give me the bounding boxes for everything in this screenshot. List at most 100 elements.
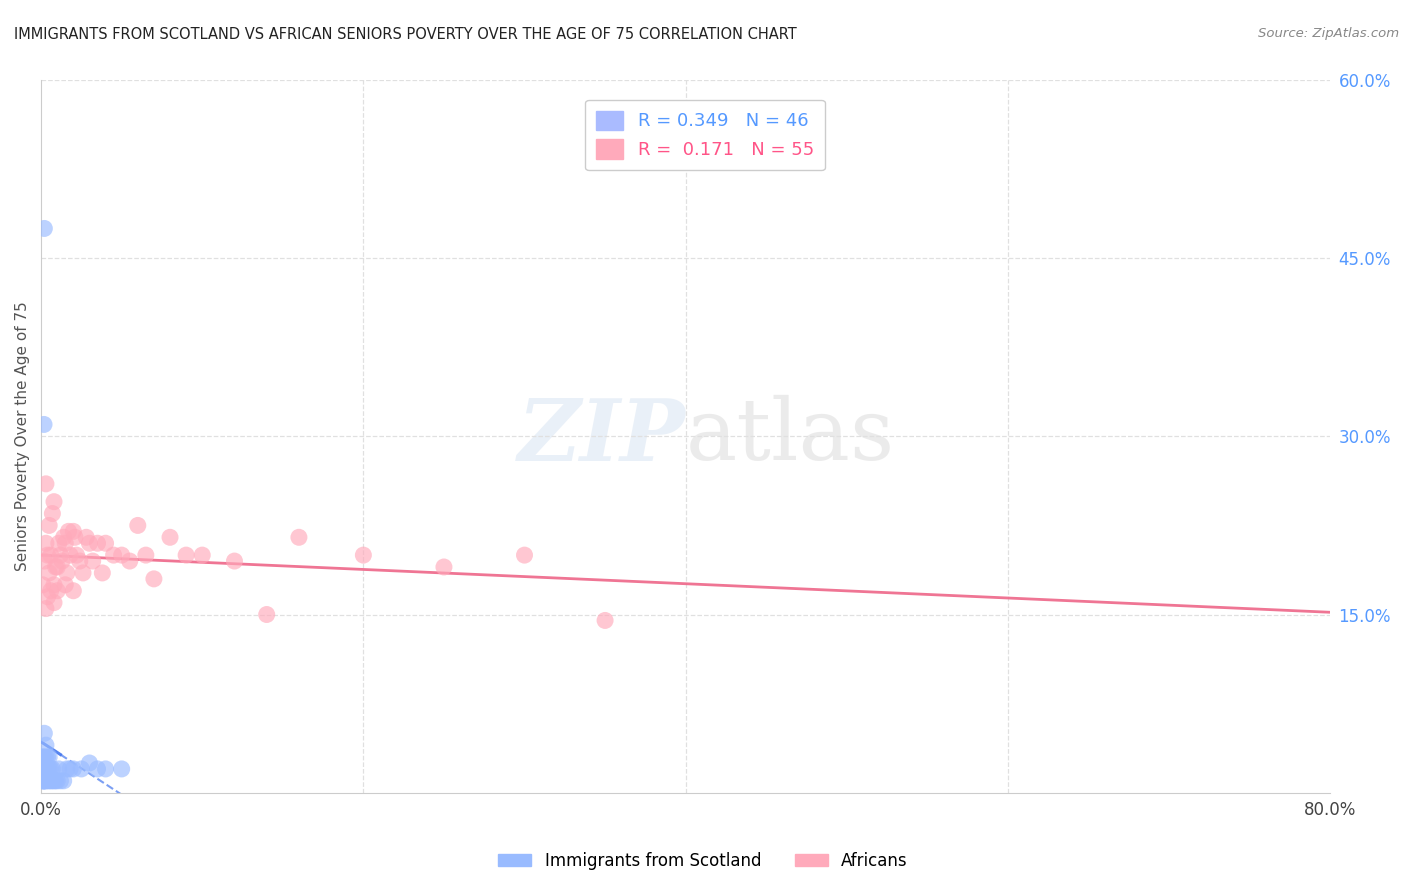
Point — [49, 773, 72, 788]
Point — [159, 530, 181, 544]
Point — [38, 750, 60, 764]
Point — [65, 548, 87, 562]
Point — [135, 548, 157, 562]
Point — [38, 566, 60, 580]
Point — [34, 750, 56, 764]
Text: atlas: atlas — [686, 395, 894, 478]
Text: IMMIGRANTS FROM SCOTLAND VS AFRICAN SENIORS POVERTY OVER THE AGE OF 75 CORRELATI: IMMIGRANTS FROM SCOTLAND VS AFRICAN SENI… — [14, 27, 797, 42]
Point — [37, 773, 59, 788]
Point — [103, 548, 125, 562]
Point — [32, 773, 55, 788]
Legend: Immigrants from Scotland, Africans: Immigrants from Scotland, Africans — [492, 846, 914, 877]
Point — [59, 548, 82, 562]
Point — [31, 750, 53, 764]
Point — [35, 476, 58, 491]
Point — [37, 590, 59, 604]
Point — [69, 554, 91, 568]
Point — [51, 554, 73, 568]
Point — [31, 750, 53, 764]
Point — [37, 548, 59, 562]
Point — [593, 614, 616, 628]
Point — [111, 762, 134, 776]
Point — [34, 762, 56, 776]
Point — [56, 762, 79, 776]
Point — [31, 762, 53, 776]
Point — [37, 762, 59, 776]
Point — [39, 773, 62, 788]
Point — [32, 417, 55, 432]
Point — [352, 548, 374, 562]
Point — [49, 548, 72, 562]
Point — [94, 762, 117, 776]
Point — [48, 536, 70, 550]
Point — [39, 762, 62, 776]
Y-axis label: Seniors Poverty Over the Age of 75: Seniors Poverty Over the Age of 75 — [15, 301, 30, 571]
Point — [56, 566, 79, 580]
Point — [39, 583, 62, 598]
Point — [32, 773, 55, 788]
Point — [127, 518, 149, 533]
Legend: R = 0.349   N = 46, R =  0.171   N = 55: R = 0.349 N = 46, R = 0.171 N = 55 — [585, 100, 825, 170]
Point — [35, 536, 58, 550]
Point — [82, 554, 104, 568]
Point — [34, 221, 56, 235]
Point — [91, 566, 114, 580]
Point — [34, 773, 56, 788]
Point — [48, 762, 70, 776]
Point — [42, 596, 65, 610]
Point — [79, 536, 101, 550]
Point — [39, 548, 62, 562]
Point — [37, 750, 59, 764]
Point — [31, 578, 53, 592]
Point — [34, 554, 56, 568]
Point — [38, 518, 60, 533]
Point — [35, 750, 58, 764]
Point — [45, 560, 67, 574]
Point — [513, 548, 536, 562]
Point — [46, 583, 69, 598]
Point — [72, 566, 94, 580]
Point — [34, 762, 56, 776]
Point — [31, 762, 53, 776]
Point — [32, 762, 55, 776]
Point — [41, 773, 63, 788]
Point — [35, 738, 58, 752]
Text: Source: ZipAtlas.com: Source: ZipAtlas.com — [1258, 27, 1399, 40]
Point — [35, 601, 58, 615]
Point — [34, 773, 56, 788]
Point — [42, 494, 65, 508]
Point — [31, 773, 53, 788]
Point — [35, 773, 58, 788]
Text: ZIP: ZIP — [517, 394, 686, 478]
Point — [118, 554, 141, 568]
Point — [52, 530, 75, 544]
Point — [38, 773, 60, 788]
Point — [142, 572, 165, 586]
Point — [111, 548, 134, 562]
Point — [32, 762, 55, 776]
Point — [34, 726, 56, 740]
Point — [42, 773, 65, 788]
Point — [63, 530, 86, 544]
Point — [79, 756, 101, 770]
Point — [288, 530, 311, 544]
Point — [58, 524, 80, 539]
Point — [70, 762, 93, 776]
Point — [224, 554, 246, 568]
Point — [42, 578, 65, 592]
Point — [53, 578, 76, 592]
Point — [94, 536, 117, 550]
Point — [62, 524, 84, 539]
Point — [35, 762, 58, 776]
Point — [86, 536, 108, 550]
Point — [86, 762, 108, 776]
Point — [256, 607, 278, 622]
Point — [41, 762, 63, 776]
Point — [46, 560, 69, 574]
Point — [59, 762, 82, 776]
Point — [433, 560, 456, 574]
Point — [32, 773, 55, 788]
Point — [75, 530, 97, 544]
Point — [62, 762, 84, 776]
Point — [191, 548, 214, 562]
